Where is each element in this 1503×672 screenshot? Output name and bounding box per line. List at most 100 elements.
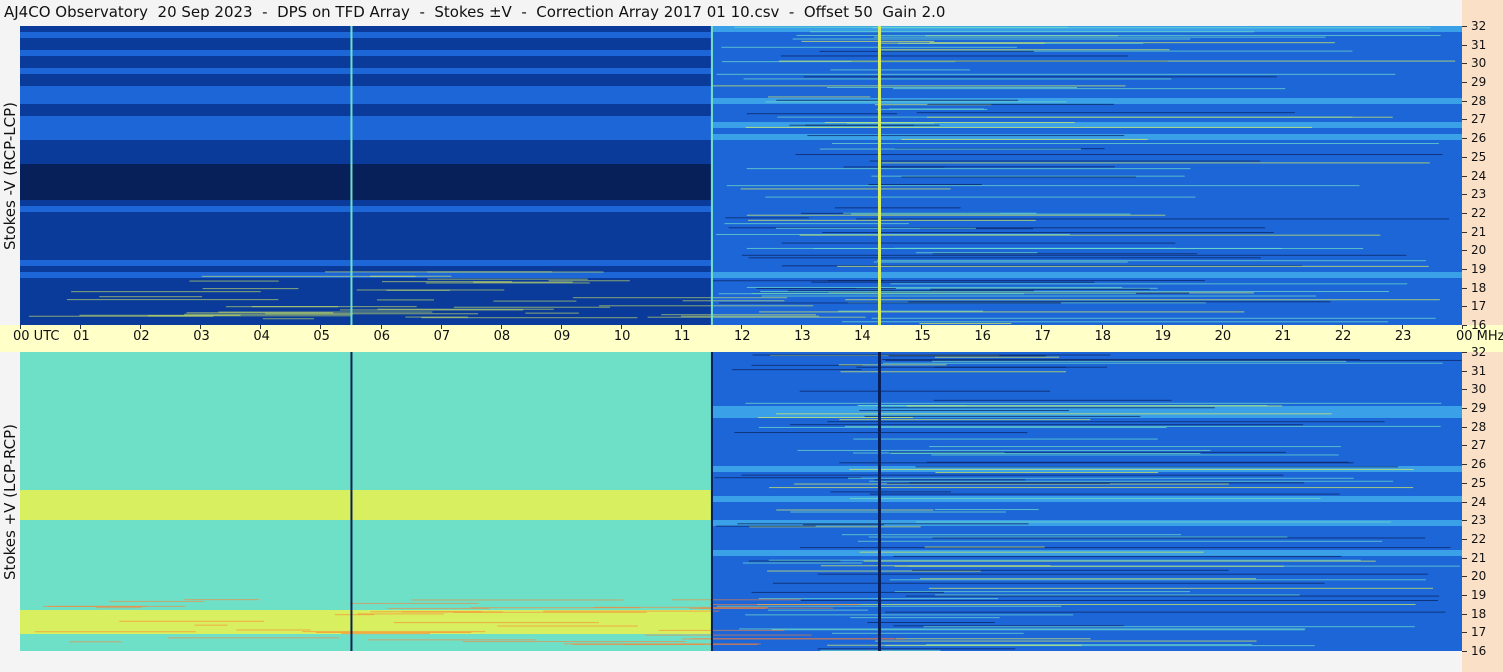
interference-streak: [890, 283, 1408, 285]
interference-streak: [894, 247, 1177, 249]
low-band-streak: [644, 634, 812, 636]
interference-streak: [790, 424, 1304, 426]
interference-streak: [810, 31, 1255, 33]
interference-streak: [772, 582, 1325, 584]
interference-streak: [716, 233, 1070, 235]
interference-streak: [856, 218, 1450, 220]
interference-streak: [932, 253, 1198, 255]
freq-tick-label: 19: [1471, 261, 1487, 276]
freq-tick-label: 17: [1471, 299, 1487, 314]
time-tick-label: 00 UTC: [13, 329, 60, 344]
interference-streak: [767, 570, 981, 572]
freq-tick-label: 24: [1471, 494, 1487, 509]
heat-cell-right: [710, 454, 1462, 460]
time-tick-mark: [20, 325, 21, 329]
interference-streak: [906, 405, 1283, 407]
heat-cell-left: [20, 556, 711, 562]
interference-streak: [776, 99, 1019, 101]
interference-streak: [915, 466, 1399, 468]
freq-tick-label: 19: [1471, 587, 1487, 602]
interference-streak: [882, 358, 1361, 360]
low-band-streak: [493, 300, 577, 302]
freq-tick-label: 31: [1471, 363, 1487, 378]
interference-streak: [751, 364, 863, 366]
time-axis: 00 UTC 01 02 03 04 05 06 07 08 09 10 11 12 13 14 15 16 17…: [0, 325, 1503, 352]
freq-tick-label: 25: [1471, 475, 1487, 490]
heat-cell-left: [20, 418, 711, 424]
time-tick-mark: [320, 325, 322, 329]
heat-cell-left: [20, 296, 711, 302]
time-tick-label: 22: [1334, 329, 1352, 344]
heat-cell-left: [20, 400, 711, 406]
interference-streak: [771, 629, 1305, 631]
heat-cell-left: [20, 622, 711, 628]
interference-streak: [745, 614, 1074, 616]
interference-streak: [711, 280, 884, 282]
low-band-streak: [109, 600, 204, 602]
heat-cell-right: [710, 200, 1462, 206]
heat-cell-right: [710, 622, 1462, 628]
low-band-streak: [119, 620, 264, 622]
interference-streak: [827, 644, 1082, 646]
interference-streak: [927, 103, 1114, 105]
low-band-streak: [356, 289, 505, 291]
low-band-streak: [79, 314, 241, 316]
heat-cell-left: [20, 412, 711, 418]
interference-streak: [894, 591, 1191, 593]
interference-streak: [912, 569, 1229, 571]
low-band-streak: [99, 296, 203, 298]
heat-cell-left: [20, 134, 711, 140]
interference-streak: [872, 27, 1431, 29]
low-band-streak: [189, 280, 279, 282]
interference-streak: [929, 42, 1335, 44]
heat-cell-left: [20, 164, 711, 170]
chart-title: AJ4CO Observatory 20 Sep 2023 - DPS on T…: [4, 3, 946, 21]
interference-streak: [869, 160, 1261, 162]
heat-cell-right: [710, 376, 1462, 382]
heat-cell-left: [20, 140, 711, 146]
heat-cell-left: [20, 526, 711, 532]
ylabel-bottom-wrap: Stokes +V (LCP-RCP): [0, 352, 20, 651]
interference-streak: [848, 477, 1354, 479]
interference-streak: [869, 480, 1394, 482]
vertical-event-line: [350, 352, 353, 651]
heat-cell-right: [710, 224, 1462, 230]
freq-axis-top: 16 17 18 19 20 21 22 23 24 25 26 27 28 29 30 31 32: [1462, 0, 1503, 331]
interference-streak: [748, 560, 841, 562]
heat-cell-right: [710, 640, 1462, 646]
heat-cell-left: [20, 176, 711, 182]
interference-streak: [739, 628, 1306, 630]
low-band-streak: [29, 315, 214, 317]
interference-streak: [876, 108, 988, 110]
freq-tick-mark: [1462, 632, 1467, 634]
freq-tick-mark: [1462, 194, 1467, 196]
low-band-streak: [405, 316, 468, 318]
low-band-streak: [548, 280, 630, 282]
low-band-streak: [671, 599, 801, 601]
interference-streak: [919, 322, 1012, 324]
heat-cell-left: [20, 478, 711, 484]
heat-cell-right: [710, 62, 1462, 68]
time-tick-mark: [1161, 325, 1163, 329]
heat-cell-left: [20, 290, 711, 296]
freq-tick-label: 28: [1471, 93, 1487, 108]
heat-cell-right: [710, 448, 1462, 454]
interference-streak: [830, 491, 952, 493]
freq-tick-mark: [1462, 119, 1467, 121]
heat-cell-left: [20, 188, 711, 194]
spectrogram-bottom: [20, 352, 1462, 651]
interference-streak: [877, 260, 1426, 262]
interference-streak: [718, 293, 1024, 295]
heat-cell-right: [710, 508, 1462, 514]
time-tick-label: 19: [1154, 329, 1172, 344]
heat-cell-right: [710, 520, 1462, 526]
freq-tick-label: 26: [1471, 131, 1487, 146]
interference-streak: [850, 617, 1000, 619]
interference-streak: [819, 148, 1081, 150]
low-band-streak: [370, 611, 482, 613]
heat-cell-left: [20, 628, 711, 634]
heat-cell-left: [20, 146, 711, 152]
heat-cell-right: [710, 394, 1462, 400]
time-tick-mark: [560, 325, 562, 329]
heat-cell-left: [20, 388, 711, 394]
